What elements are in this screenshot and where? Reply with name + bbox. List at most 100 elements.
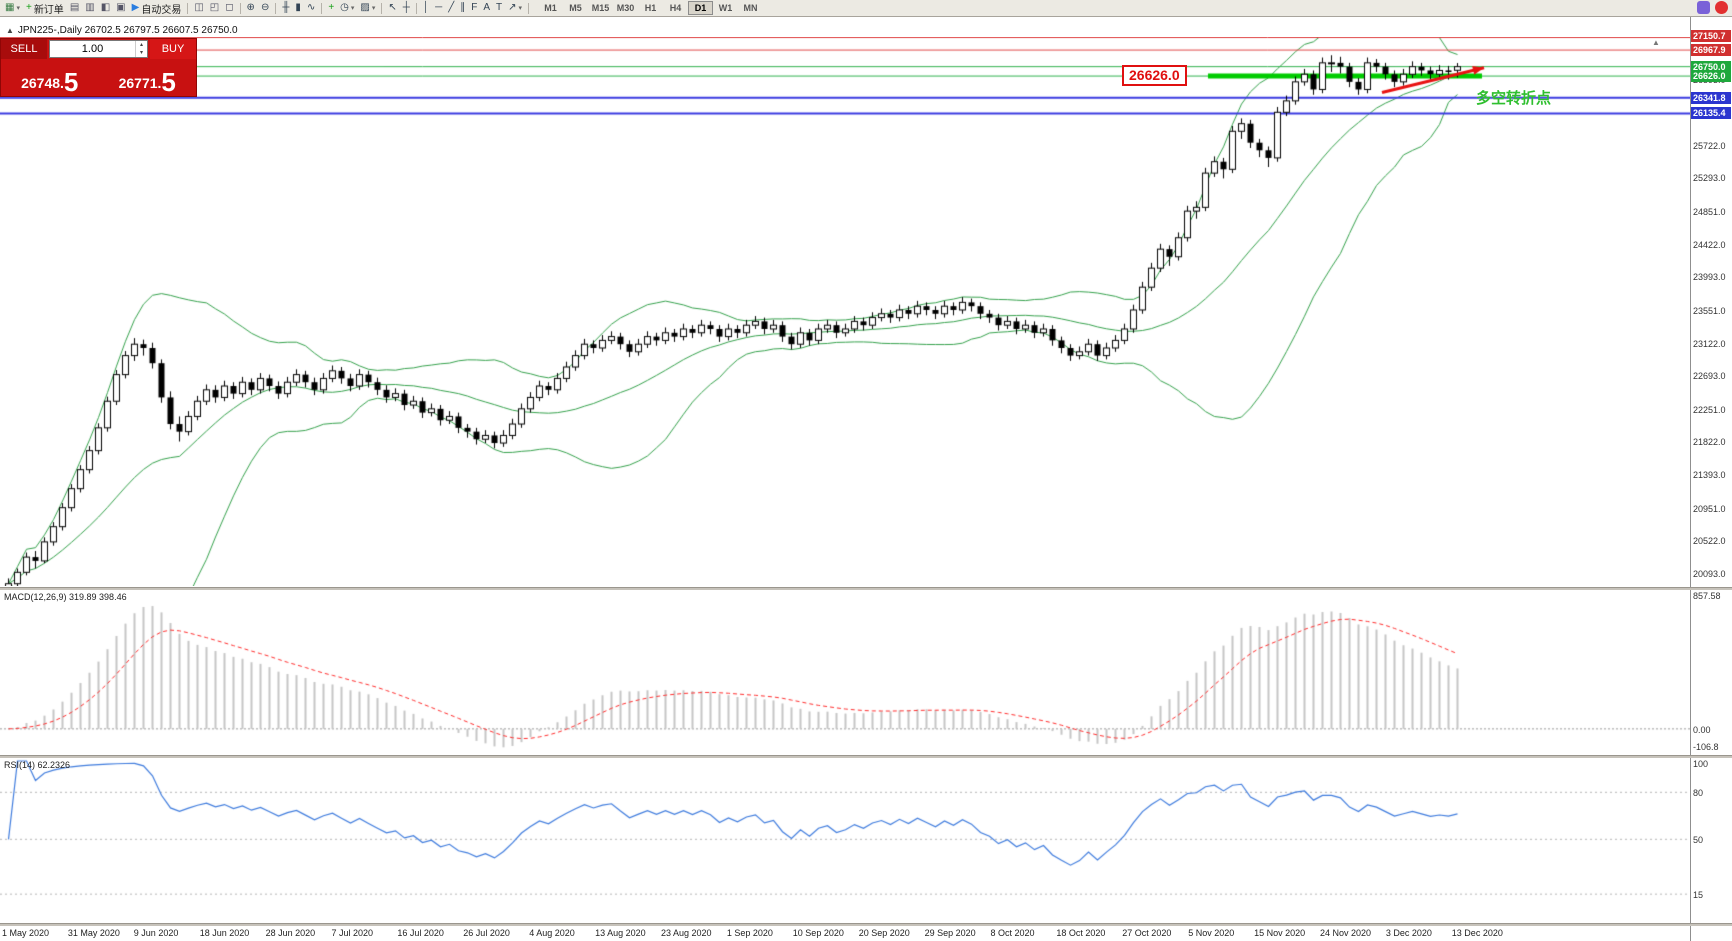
terminal-button[interactable]: ▣: [113, 1, 128, 15]
date-axis-label: 29 Sep 2020: [924, 928, 976, 938]
toolbar: ▦ ▾ + 新订单 ▤ ▥ ◧ ▣ ▶ 自动交易 ◫ ◰ ◻ ⊕ ⊖ ╫ ▮ ∿ + ◷ ▾ ▨ ▾ ↖ ┼ │ ─ ╱ ∥ F A T ↗ ▾ …: [0, 0, 1732, 17]
vertical-line-button[interactable]: │: [420, 1, 432, 15]
toolbar-separator: [528, 2, 530, 14]
cursor-button[interactable]: ↖: [385, 1, 399, 15]
price-tag: 26967.9: [1691, 44, 1731, 57]
label-button[interactable]: T: [493, 1, 505, 15]
cascade-windows-button[interactable]: ◰: [207, 1, 222, 15]
arrows-button[interactable]: ↗ ▾: [505, 1, 525, 15]
date-axis-label: 4 Aug 2020: [529, 928, 575, 938]
toolbar-separator: [381, 2, 383, 14]
timeframe-mn[interactable]: MN: [743, 3, 758, 13]
templates-icon: ▨: [360, 2, 370, 13]
timeframe-d1[interactable]: D1: [688, 1, 714, 15]
tile-windows-button[interactable]: ◫: [191, 1, 206, 15]
buy-price-big: 5: [161, 66, 176, 97]
panel-splitter[interactable]: [0, 755, 1732, 758]
timeframe-h4[interactable]: H4: [669, 3, 682, 13]
chart-shift-marker-icon[interactable]: ▲: [1652, 38, 1660, 47]
rsi-canvas[interactable]: [0, 758, 1690, 923]
date-axis-label: 7 Jul 2020: [331, 928, 374, 938]
bar-chart-button[interactable]: ╫: [279, 1, 292, 15]
rsi-panel[interactable]: RSI(14) 62.2326: [0, 758, 1690, 923]
sell-button[interactable]: SELL: [1, 39, 47, 59]
line-chart-button[interactable]: ∿: [304, 1, 318, 15]
timeframe-h1[interactable]: H1: [644, 3, 657, 13]
price-axis-label: 23993.0: [1693, 272, 1726, 283]
price-chart-canvas[interactable]: [0, 37, 1690, 586]
collapse-trade-panel-icon[interactable]: ▲: [6, 26, 14, 35]
auto-trading-button-label: 自动交易: [141, 4, 182, 16]
date-axis-label: 26 Jul 2020: [463, 928, 510, 938]
date-axis-label: 20 Sep 2020: [858, 928, 910, 938]
price-level-label[interactable]: 26626.0: [1122, 65, 1187, 87]
trendline-button[interactable]: ╱: [445, 1, 457, 15]
timeframe-w1[interactable]: W1: [718, 3, 733, 13]
horizontal-line-icon: ─: [435, 2, 443, 13]
community-icon[interactable]: [1697, 1, 1710, 14]
data-window-button[interactable]: ▥: [82, 1, 97, 15]
date-axis-label: 18 Jun 2020: [199, 928, 250, 938]
candlestick-button[interactable]: ▮: [292, 1, 304, 15]
arrows-icon: ↗: [508, 2, 517, 13]
date-axis-label: 23 Aug 2020: [661, 928, 712, 938]
toolbar-separator: [187, 2, 189, 14]
indicators-button[interactable]: +: [325, 1, 337, 15]
zoom-out-icon: ⊖: [260, 2, 270, 13]
volume-up-icon[interactable]: ▴: [139, 42, 143, 48]
sell-price[interactable]: 26748. 5: [1, 59, 99, 96]
volume-input[interactable]: 1.00: [81, 43, 104, 55]
price-axis-label: 20093.0: [1693, 568, 1726, 579]
macd-canvas[interactable]: [0, 590, 1690, 755]
bar-chart-icon: ╫: [282, 2, 290, 13]
new-order-button[interactable]: + 新订单: [23, 1, 67, 16]
zoom-in-button[interactable]: ⊕: [244, 1, 258, 15]
notifications-icon[interactable]: [1715, 1, 1728, 14]
price-axis-label: 25722.0: [1693, 140, 1726, 151]
fibonacci-icon: F: [471, 2, 478, 13]
new-chart-button[interactable]: ▦ ▾: [2, 1, 23, 15]
price-axis-label: 22251.0: [1693, 404, 1726, 415]
date-axis-label: 8 Oct 2020: [990, 928, 1035, 938]
line-chart-icon: ∿: [306, 2, 316, 13]
text-button[interactable]: A: [480, 1, 493, 15]
channel-button[interactable]: ∥: [457, 1, 468, 15]
timeframe-m5[interactable]: M5: [569, 3, 582, 13]
crosshair-button[interactable]: ┼: [400, 1, 413, 15]
macd-axis-label: 857.58: [1693, 591, 1721, 601]
main-chart-area[interactable]: ▲ JPN225-,Daily 26702.5 26797.5 26607.5 …: [0, 17, 1690, 587]
volume-box: 1.00 ▴ ▾: [49, 40, 148, 58]
price-axis-label: 21393.0: [1693, 469, 1726, 480]
auto-trading-button[interactable]: ▶ 自动交易: [129, 1, 185, 16]
panel-splitter[interactable]: [0, 587, 1732, 590]
date-axis-label: 9 Jun 2020: [133, 928, 179, 938]
maximize-chart-button[interactable]: ◻: [222, 1, 236, 15]
buy-price[interactable]: 26771. 5: [99, 59, 197, 96]
price-axis[interactable]: 26593.025722.025293.024851.024422.023993…: [1690, 17, 1732, 587]
toolbar-separator: [321, 2, 323, 14]
navigator-button[interactable]: ◧: [98, 1, 113, 15]
rsi-label: RSI(14) 62.2326: [4, 760, 71, 770]
macd-label: MACD(12,26,9) 319.89 398.46: [4, 592, 127, 602]
trendline-icon: ╱: [448, 2, 455, 13]
axis-corner: [1690, 926, 1732, 941]
toolbar-separator: [239, 2, 241, 14]
timeframe-toolbar: M1 M5 M15 M30 H1 H4 D1 W1 MN: [538, 1, 763, 15]
templates-button[interactable]: ▨ ▾: [357, 1, 378, 15]
timeframe-m1[interactable]: M1: [544, 3, 557, 13]
horizontal-line-button[interactable]: ─: [432, 1, 445, 15]
time-axis[interactable]: 1 May 2020 31 May 2020 9 Jun 2020 18 Jun 20…: [0, 926, 1690, 941]
price-tag: 26750.0: [1691, 60, 1731, 73]
timeframe-m30[interactable]: M30: [616, 3, 635, 13]
panel-splitter[interactable]: [0, 923, 1732, 926]
macd-axis-label: -106.8: [1693, 741, 1719, 752]
volume-down-icon[interactable]: ▾: [139, 50, 143, 56]
market-watch-button[interactable]: ▤: [67, 1, 82, 15]
macd-panel[interactable]: MACD(12,26,9) 319.89 398.46: [0, 590, 1690, 755]
fibonacci-button[interactable]: F: [468, 1, 480, 15]
timeframe-m15[interactable]: M15: [591, 3, 610, 13]
zoom-out-button[interactable]: ⊖: [258, 1, 272, 15]
price-axis-label: 21822.0: [1693, 437, 1726, 448]
periods-button[interactable]: ◷ ▾: [337, 1, 357, 15]
buy-button[interactable]: BUY: [150, 39, 196, 59]
